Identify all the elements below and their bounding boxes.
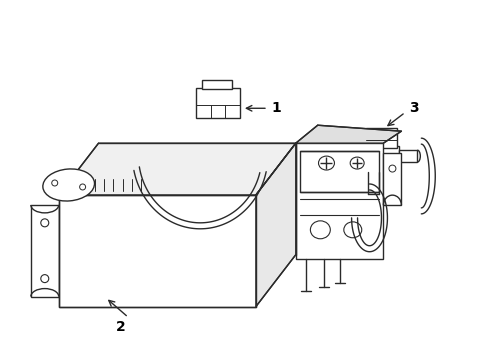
Bar — [365, 128, 397, 148]
Polygon shape — [31, 205, 59, 297]
Bar — [196, 88, 240, 118]
Polygon shape — [295, 125, 401, 143]
Polygon shape — [59, 143, 295, 195]
Bar — [90, 179, 145, 191]
Bar — [383, 153, 401, 205]
Polygon shape — [255, 143, 295, 306]
Bar — [399, 150, 416, 162]
Text: 2: 2 — [115, 320, 125, 334]
Polygon shape — [295, 143, 383, 259]
Text: 1: 1 — [271, 101, 281, 115]
Ellipse shape — [43, 169, 94, 201]
Polygon shape — [59, 195, 255, 306]
Text: 3: 3 — [408, 101, 418, 115]
Bar — [331, 148, 359, 170]
Bar — [202, 80, 232, 89]
Bar — [299, 151, 379, 192]
Bar — [357, 146, 399, 172]
